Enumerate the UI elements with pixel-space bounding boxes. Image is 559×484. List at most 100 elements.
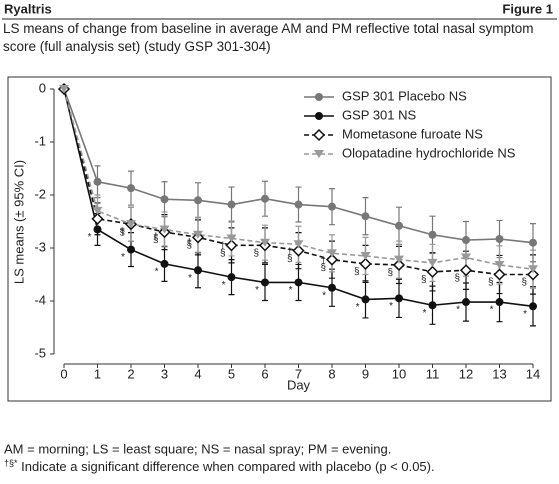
point	[194, 196, 202, 205]
point	[160, 195, 169, 204]
point	[494, 260, 505, 269]
chart-title: LS means of change from baseline in aver…	[3, 21, 534, 54]
significance-symbol: §	[119, 227, 125, 238]
point	[328, 283, 336, 292]
significance-symbol: *	[121, 252, 125, 263]
significance-symbol: §	[521, 277, 527, 288]
x-tick-label: 9	[362, 366, 369, 381]
footnote-symbols: †§*	[4, 458, 18, 468]
point	[528, 265, 538, 274]
y-tick-label: -3	[34, 239, 46, 254]
significance-symbol: §	[220, 248, 226, 259]
point	[526, 268, 540, 281]
point	[493, 268, 506, 281]
point	[361, 212, 370, 221]
point	[127, 184, 135, 193]
significance-symbol: *	[155, 267, 159, 278]
header-right: Figure 1	[502, 1, 553, 16]
point	[359, 257, 372, 270]
significance-symbol: §	[287, 253, 293, 264]
point	[59, 85, 69, 93]
point	[260, 238, 270, 247]
point	[226, 234, 237, 243]
footnote: †§* Indicate a significant difference wh…	[4, 458, 435, 474]
footnote-text: Indicate a significant difference when c…	[18, 459, 435, 474]
point	[462, 236, 470, 245]
y-tick-label: -4	[34, 292, 46, 307]
point	[427, 258, 438, 267]
significance-symbol: *	[389, 301, 393, 312]
point	[227, 200, 236, 209]
footnote: AM = morning; LS = least square; NS = na…	[4, 441, 391, 456]
point	[292, 244, 305, 257]
point	[294, 200, 303, 209]
significance-symbol: †	[320, 256, 326, 267]
point	[395, 294, 403, 303]
point	[194, 266, 202, 275]
significance-symbol: §	[421, 274, 427, 285]
point	[325, 253, 339, 266]
header-left: Ryaltris	[4, 1, 52, 16]
point	[126, 220, 136, 229]
point	[495, 234, 504, 243]
significance-symbol: *	[255, 285, 259, 296]
significance-symbol: §	[153, 235, 159, 246]
significance-symbol: *	[356, 302, 360, 313]
point	[93, 177, 102, 186]
point	[428, 301, 437, 310]
significance-symbol: §	[454, 273, 460, 284]
y-tick-label: -1	[34, 133, 46, 148]
point	[394, 255, 404, 264]
point	[461, 253, 471, 262]
legend-label: Mometasone furoate NS	[342, 126, 483, 141]
point	[426, 265, 439, 278]
point	[360, 251, 371, 260]
point	[392, 258, 406, 272]
legend-marker	[314, 150, 324, 158]
x-axis-label: Day	[287, 377, 311, 392]
point	[91, 212, 104, 225]
point	[159, 225, 170, 234]
y-tick-label: -5	[34, 345, 46, 360]
significance-symbol: *	[456, 305, 460, 316]
x-tick-label: 1	[94, 366, 101, 381]
x-tick-label: 12	[459, 366, 473, 381]
x-tick-label: 5	[228, 366, 235, 381]
point	[293, 240, 304, 249]
point	[327, 249, 337, 258]
point	[462, 298, 470, 307]
significance-symbol: §	[488, 277, 494, 288]
point	[529, 238, 537, 247]
significance-symbol: †	[119, 227, 125, 238]
point	[261, 194, 269, 203]
significance-symbol: *	[490, 305, 494, 316]
point	[227, 273, 236, 282]
legend-marker	[312, 128, 326, 142]
significance-symbol: §	[354, 267, 360, 278]
x-tick-label: 8	[328, 366, 335, 381]
x-tick-label: 2	[127, 366, 134, 381]
significance-symbol: *	[88, 232, 92, 243]
significance-symbol: †	[186, 237, 192, 248]
chart-frame	[7, 76, 552, 402]
x-tick-label: 11	[426, 366, 440, 381]
legend-label: GSP 301 NS	[342, 107, 417, 122]
point	[495, 298, 504, 307]
point	[459, 264, 473, 277]
point	[225, 239, 238, 252]
x-tick-label: 14	[526, 366, 540, 381]
significance-symbol: *	[289, 285, 293, 296]
x-tick-label: 0	[60, 366, 67, 381]
significance-symbol: †	[153, 232, 159, 243]
y-tick-label: -2	[34, 186, 46, 201]
y-axis-label: LS means (± 95% CI)	[11, 160, 26, 284]
significance-symbol: †	[220, 241, 226, 252]
point	[428, 230, 437, 239]
x-tick-label: 7	[295, 366, 302, 381]
significance-symbol: §	[186, 240, 192, 251]
significance-symbol: *	[523, 309, 527, 320]
point	[395, 221, 403, 230]
point	[294, 278, 303, 287]
x-tick-label: 13	[492, 366, 506, 381]
